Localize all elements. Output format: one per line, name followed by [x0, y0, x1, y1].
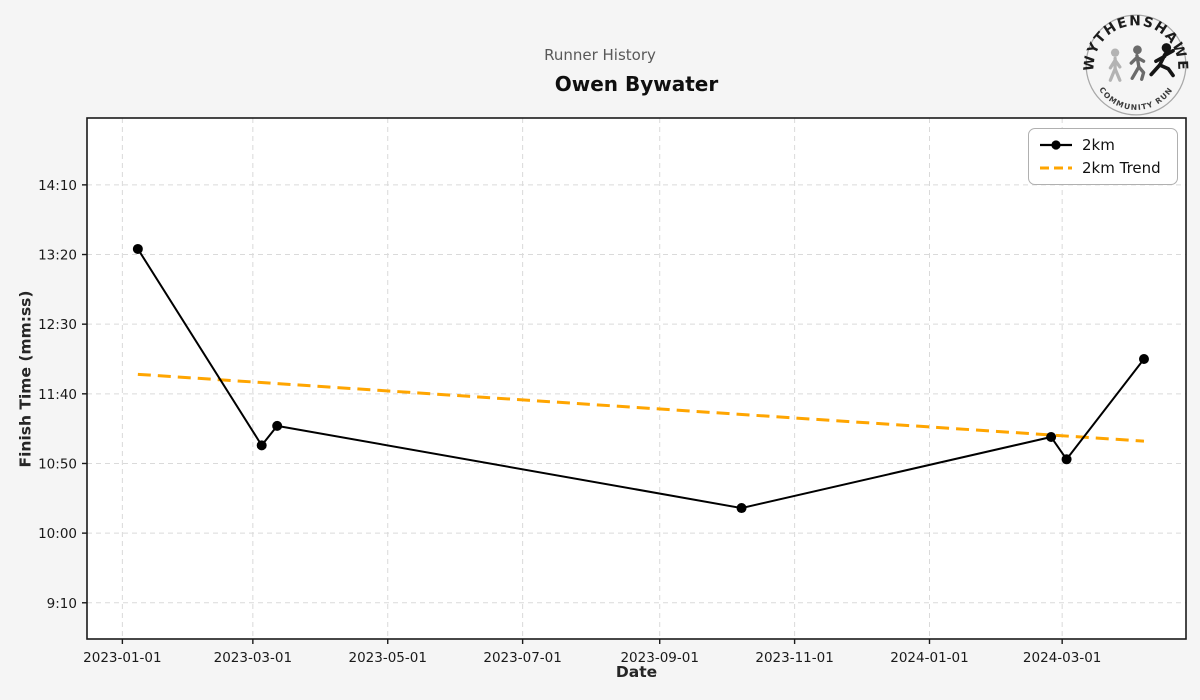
runner-silhouette-jogger: [1129, 45, 1146, 81]
x-tick-label: 2024-03-01: [1023, 650, 1101, 666]
y-tick-label: 13:20: [38, 248, 77, 264]
x-tick-label: 2023-09-01: [620, 650, 698, 666]
chart-title: Owen Bywater: [554, 72, 719, 96]
data-point-marker: [272, 420, 283, 431]
legend-item-2km: 2km: [1038, 136, 1167, 154]
x-tick-label: 2023-05-01: [348, 650, 426, 666]
x-tick-label: 2023-03-01: [214, 650, 292, 666]
data-point-marker: [1046, 432, 1057, 443]
trend-line: [137, 372, 1145, 443]
plot-area: [87, 118, 1186, 639]
x-axis-label: Date: [615, 663, 658, 681]
legend-swatch-trend-line: [1040, 166, 1072, 170]
y-tick-label: 14:10: [38, 178, 77, 194]
y-tick-label: 9:10: [47, 596, 77, 612]
x-tick-label: 2023-01-01: [83, 650, 161, 666]
y-tick-label: 12:30: [38, 317, 77, 333]
runner-silhouette-sprinter: [1149, 43, 1175, 78]
logo-top-text: WYTHENSHAWE: [1081, 13, 1190, 71]
logo-ring: [1085, 14, 1187, 116]
logo-bottom-text: COMMUNITY RUN: [1097, 85, 1174, 112]
y-axis-label: Finish Time (mm:ss): [16, 290, 35, 467]
legend-label-2km-trend: 2km Trend: [1082, 159, 1161, 177]
plot-border: [86, 117, 1187, 640]
legend-item-2km-trend: 2km Trend: [1038, 159, 1167, 177]
y-tick-label: 10:50: [38, 456, 77, 472]
data-point-marker: [132, 243, 143, 254]
x-tick-label: 2023-07-01: [483, 650, 561, 666]
x-tick-label: 2024-01-01: [890, 650, 968, 666]
legend-label-2km: 2km: [1082, 136, 1115, 154]
y-tick-label: 11:40: [38, 387, 77, 403]
legend: 2km 2km Trend: [1028, 128, 1178, 185]
runner-silhouette-walker: [1108, 48, 1122, 82]
legend-swatch-2km-line: [1040, 140, 1072, 150]
chart-suptitle: Runner History: [544, 46, 656, 64]
x-tick-label: 2023-11-01: [755, 650, 833, 666]
data-point-marker: [256, 440, 267, 451]
club-logo: WYTHENSHAWE COMMUNITY RUN: [1081, 13, 1190, 116]
data-point-marker: [1061, 454, 1072, 465]
data-point-marker: [1138, 353, 1149, 364]
y-tick-label: 10:00: [38, 526, 77, 542]
data-point-marker: [736, 503, 747, 514]
